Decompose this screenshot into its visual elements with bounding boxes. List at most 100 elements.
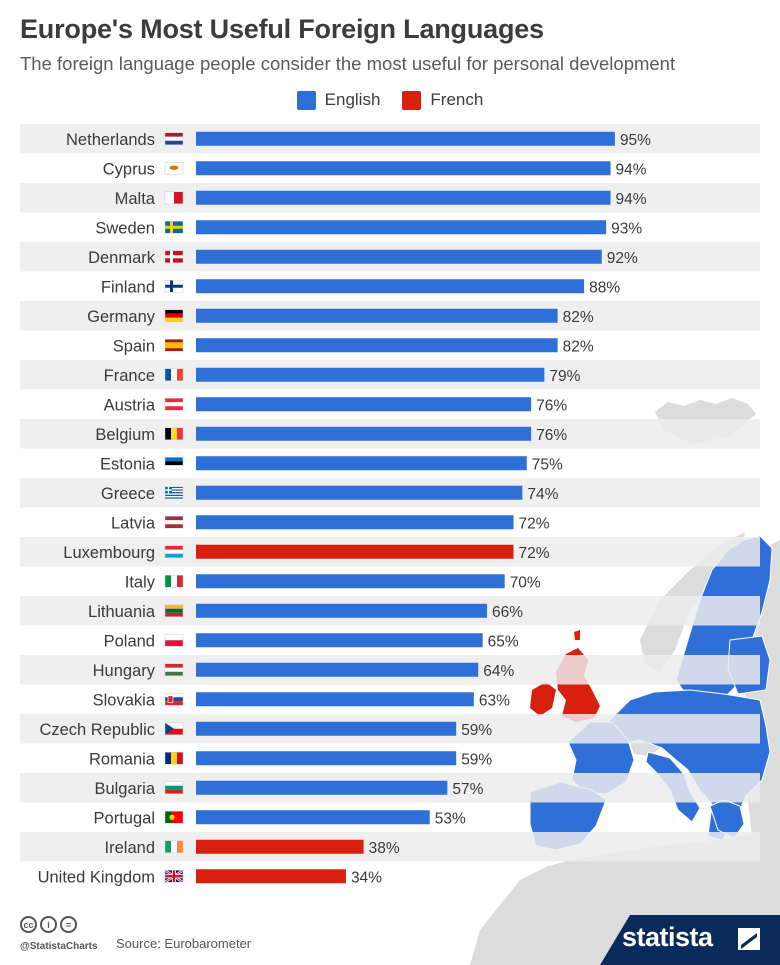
country-label: France xyxy=(104,367,155,385)
country-label: Bulgaria xyxy=(94,780,155,798)
country-label: Slovakia xyxy=(93,691,156,709)
statista-logo: statista xyxy=(622,922,713,952)
value-label: 34% xyxy=(351,869,382,886)
legend-swatch-english xyxy=(296,90,316,110)
romania-flag-icon xyxy=(164,752,184,765)
country-label: United Kingdom xyxy=(38,868,155,886)
row-netherlands: Netherlands 95% xyxy=(20,124,760,154)
row-sweden: Sweden 93% xyxy=(95,219,642,237)
sweden-flag-icon xyxy=(164,221,184,234)
bar xyxy=(196,810,430,825)
row-bulgaria: Bulgaria 57% xyxy=(20,773,760,803)
bar xyxy=(196,751,457,766)
value-label: 64% xyxy=(483,663,514,680)
bar xyxy=(196,456,527,471)
country-label: Portugal xyxy=(94,809,155,827)
country-label: Luxembourg xyxy=(63,544,155,562)
bar xyxy=(196,544,514,559)
bar xyxy=(196,249,602,264)
country-label: Germany xyxy=(87,308,156,326)
row-estonia: Estonia 75% xyxy=(100,455,563,473)
legend-label-french: French xyxy=(430,90,484,109)
legend-item-french: French xyxy=(402,90,483,110)
value-label: 93% xyxy=(611,220,642,237)
row-romania: Romania 59% xyxy=(89,750,492,768)
country-label: Greece xyxy=(101,485,155,503)
value-label: 59% xyxy=(461,751,492,768)
ireland-flag-icon xyxy=(164,840,184,853)
bar xyxy=(196,279,585,294)
row-hungary: Hungary 64% xyxy=(20,655,760,685)
bar xyxy=(196,308,558,323)
belgium-flag-icon xyxy=(164,427,184,440)
united-kingdom-flag-icon xyxy=(164,869,184,884)
brand-banner xyxy=(600,915,780,965)
value-label: 59% xyxy=(461,722,492,739)
czech-republic-flag-icon xyxy=(164,722,184,735)
country-label: Denmark xyxy=(88,249,156,267)
row-czech-republic: Czech Republic 59% xyxy=(20,714,760,744)
country-label: Austria xyxy=(104,396,156,414)
country-label: Malta xyxy=(115,190,156,208)
value-label: 57% xyxy=(452,781,483,798)
spain-flag-icon xyxy=(164,339,184,352)
value-label: 94% xyxy=(616,191,647,208)
italy-flag-icon xyxy=(164,575,184,588)
row-spain: Spain 82% xyxy=(113,337,594,355)
license-icons: cc i = xyxy=(20,916,77,933)
row-austria: Austria 76% xyxy=(104,396,568,414)
chart-subtitle: The foreign language people consider the… xyxy=(20,53,676,74)
bar xyxy=(196,220,607,235)
value-label: 82% xyxy=(563,309,594,326)
country-label: Lithuania xyxy=(88,603,156,621)
country-label: Belgium xyxy=(95,426,155,444)
country-label: Czech Republic xyxy=(39,721,155,739)
bar xyxy=(196,338,558,353)
statista-handle: @StatistaCharts xyxy=(20,941,98,952)
country-label: Cyprus xyxy=(103,160,155,178)
lithuania-flag-icon xyxy=(164,604,184,617)
latvia-flag-icon xyxy=(164,516,184,529)
cyprus-flag-icon xyxy=(164,162,184,175)
value-label: 63% xyxy=(479,692,510,709)
bar xyxy=(196,515,514,530)
value-label: 92% xyxy=(607,250,638,267)
row-belgium: Belgium 76% xyxy=(20,419,760,449)
value-label: 65% xyxy=(488,633,519,650)
row-luxembourg: Luxembourg 72% xyxy=(20,537,760,567)
slovakia-flag-icon xyxy=(164,693,184,706)
row-poland: Poland 65% xyxy=(104,632,519,650)
bar xyxy=(196,131,615,146)
legend-item-english: English xyxy=(296,90,380,110)
value-label: 38% xyxy=(369,840,400,857)
bar xyxy=(196,190,611,205)
denmark-flag-icon xyxy=(164,250,184,263)
legend: English French xyxy=(0,90,780,110)
bar xyxy=(196,780,448,795)
bar xyxy=(196,161,611,176)
value-label: 76% xyxy=(536,427,567,444)
france-flag-icon xyxy=(164,368,184,381)
bar xyxy=(196,869,346,884)
statista-mark-icon xyxy=(738,928,760,950)
row-slovakia: Slovakia 63% xyxy=(93,691,510,709)
poland-flag-icon xyxy=(164,634,184,647)
country-label: Spain xyxy=(113,337,155,355)
row-france: France 79% xyxy=(20,360,760,390)
bar xyxy=(196,721,457,736)
country-label: Ireland xyxy=(105,839,155,857)
value-label: 82% xyxy=(563,338,594,355)
country-label: Hungary xyxy=(93,662,156,680)
row-denmark: Denmark 92% xyxy=(20,242,760,272)
value-label: 95% xyxy=(620,132,651,149)
value-label: 75% xyxy=(532,456,563,473)
value-label: 79% xyxy=(549,368,580,385)
bar xyxy=(196,397,532,412)
greece-flag-icon xyxy=(164,486,184,499)
country-label: Netherlands xyxy=(66,131,155,149)
row-italy: Italy 70% xyxy=(125,573,541,591)
bar xyxy=(196,662,479,677)
source-note: Source: Eurobarometer xyxy=(116,936,252,951)
by-icon: i xyxy=(40,916,57,933)
